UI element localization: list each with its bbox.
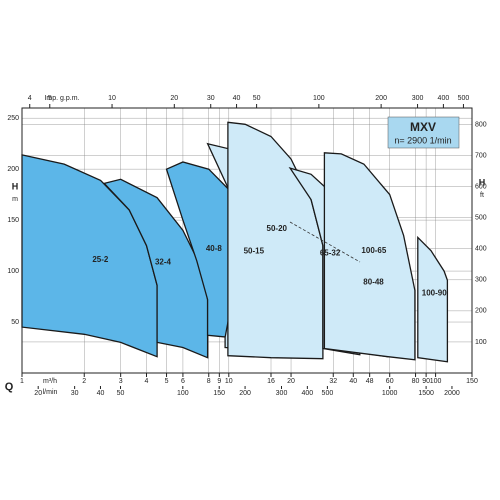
x3-tick-label: 2000 bbox=[444, 390, 460, 397]
x-tick-label: 80 bbox=[412, 378, 420, 385]
y-axis-unit: m bbox=[12, 196, 18, 203]
x-tick-label: 9 bbox=[217, 378, 221, 385]
x-tick-label: 150 bbox=[466, 378, 478, 385]
x2-tick-label: 400 bbox=[438, 95, 450, 102]
x3-tick-label: 500 bbox=[322, 390, 334, 397]
pump-region bbox=[417, 235, 449, 363]
region-label: 32-4 bbox=[155, 258, 172, 267]
x3-tick-label: 100 bbox=[177, 390, 189, 397]
x-tick-label: 10 bbox=[225, 378, 233, 385]
x2-tick-label: 200 bbox=[375, 95, 387, 102]
x2-tick-label: 4 bbox=[28, 95, 32, 102]
region-label: 50-15 bbox=[244, 246, 265, 255]
x-tick-label: 3 bbox=[119, 378, 123, 385]
y2-axis-unit: ft bbox=[480, 192, 484, 199]
y2-tick-label: 700 bbox=[475, 152, 487, 159]
region-label: 80-48 bbox=[363, 278, 384, 287]
x-tick-label: 4 bbox=[145, 378, 149, 385]
x-tick-label: 5 bbox=[165, 378, 169, 385]
x2-tick-label: 20 bbox=[170, 95, 178, 102]
regions bbox=[21, 121, 449, 363]
x3-tick-label: 150 bbox=[213, 390, 225, 397]
x3-tick-label: 300 bbox=[276, 390, 288, 397]
x2-tick-label: 40 bbox=[233, 95, 241, 102]
region-label: 25-2 bbox=[92, 255, 109, 264]
x-tick-label: 48 bbox=[366, 378, 374, 385]
region-label: 100-90 bbox=[422, 288, 447, 297]
x-tick-label: 1 bbox=[20, 378, 24, 385]
y2-tick-label: 200 bbox=[475, 308, 487, 315]
chart-title: MXV bbox=[410, 120, 436, 134]
dashed-line bbox=[289, 221, 361, 263]
region-label: 65-32 bbox=[320, 248, 341, 257]
x3-tick-label: 1500 bbox=[418, 390, 434, 397]
x3-tick-label: 40 bbox=[97, 390, 105, 397]
x2-tick-label: 50 bbox=[253, 95, 261, 102]
x-tick-label: 40 bbox=[349, 378, 357, 385]
x-tick-label: 2 bbox=[82, 378, 86, 385]
x-tick-label: 8 bbox=[207, 378, 211, 385]
region-label: 40-8 bbox=[206, 244, 223, 253]
y-tick-label: 50 bbox=[11, 319, 19, 326]
chart-subtitle: n= 2900 1/min bbox=[394, 135, 451, 145]
x3-tick-label: 400 bbox=[302, 390, 314, 397]
x2-tick-label: 30 bbox=[207, 95, 215, 102]
y-tick-label: 250 bbox=[7, 115, 19, 122]
x2-tick-label: 300 bbox=[412, 95, 424, 102]
x2-tick-label: 500 bbox=[458, 95, 470, 102]
region-label: 50-20 bbox=[267, 224, 288, 233]
x3-axis-unit: l/min bbox=[43, 389, 58, 396]
x-tick-label: 16 bbox=[267, 378, 275, 385]
y2-tick-label: 500 bbox=[475, 215, 487, 222]
y2-tick-label: 100 bbox=[475, 339, 487, 346]
title-box bbox=[387, 116, 460, 149]
x-tick-label: 90 bbox=[422, 378, 430, 385]
pump-region bbox=[323, 152, 416, 361]
y2-tick-label: 300 bbox=[475, 277, 487, 284]
x3-tick-label: 1000 bbox=[382, 390, 398, 397]
x2-tick-label: 5 bbox=[48, 95, 52, 102]
y-tick-label: 200 bbox=[7, 166, 19, 173]
x2-tick-label: 100 bbox=[313, 95, 325, 102]
x3-tick-label: 50 bbox=[117, 390, 125, 397]
region-label: 100-65 bbox=[361, 246, 386, 255]
x2-tick-label: 10 bbox=[108, 95, 116, 102]
y-tick-label: 150 bbox=[7, 217, 19, 224]
x-tick-label: 100 bbox=[430, 378, 442, 385]
x-axis-unit: m³/h bbox=[43, 378, 57, 385]
y-tick-label: 100 bbox=[7, 268, 19, 275]
y2-tick-label: 800 bbox=[475, 121, 487, 128]
x-tick-label: 6 bbox=[181, 378, 185, 385]
x-tick-label: 20 bbox=[287, 378, 295, 385]
x-tick-label: 60 bbox=[386, 378, 394, 385]
x3-tick-label: 30 bbox=[71, 390, 79, 397]
pump-region bbox=[103, 178, 209, 359]
top-axis-title: Imp. g.p.m. bbox=[44, 95, 79, 102]
x3-tick-label: 20 bbox=[34, 390, 42, 397]
y-axis-title: H bbox=[12, 181, 19, 191]
y2-tick-label: 600 bbox=[475, 183, 487, 190]
y2-tick-label: 400 bbox=[475, 246, 487, 253]
y2-axis-title: H bbox=[479, 177, 486, 187]
x3-tick-label: 200 bbox=[239, 390, 251, 397]
q-label: Q bbox=[5, 381, 14, 393]
x-tick-label: 32 bbox=[329, 378, 337, 385]
plot-frame bbox=[21, 107, 473, 374]
